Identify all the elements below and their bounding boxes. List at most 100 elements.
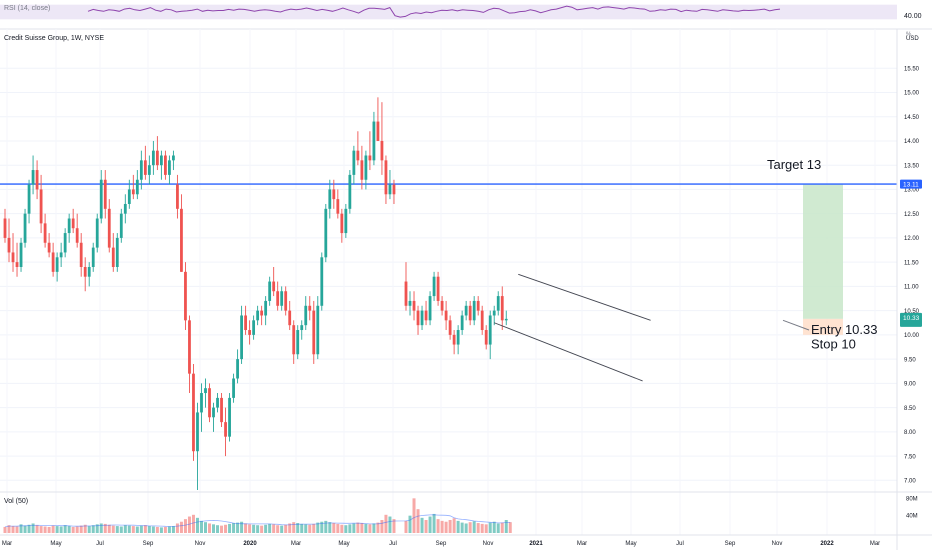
candle-body [388, 184, 392, 195]
candle-body [131, 189, 135, 195]
volume-bar [460, 522, 464, 533]
volume-bar [492, 521, 496, 533]
volume-bar [276, 525, 280, 533]
volume-bar [87, 526, 91, 533]
candle-body [184, 271, 187, 321]
time-axis[interactable]: Mar May Jul Sep Nov 2020 Mar May Jul Sep Nov 2021 Ma… [2, 541, 880, 547]
candle-body [15, 262, 19, 267]
volume-bar [256, 525, 260, 533]
candle-body [372, 121, 376, 161]
time-tick-label: May [625, 541, 636, 547]
volume-bar [127, 525, 131, 533]
time-tick-label: Nov [483, 541, 494, 547]
candle-body [252, 320, 256, 335]
price-tick-label: 8.00 [904, 430, 916, 436]
volume-bar [11, 526, 15, 533]
candle-body [232, 378, 235, 398]
candle-body [484, 330, 488, 345]
volume-bar [47, 526, 51, 533]
volume-bar [23, 525, 27, 533]
volume-bar [27, 524, 31, 533]
candle-body [164, 155, 167, 175]
volume-bar [220, 525, 224, 533]
candle-body [51, 252, 55, 272]
candle-body [336, 199, 340, 214]
candle-body [107, 208, 111, 248]
candle-body [71, 218, 75, 229]
volume-bar [348, 524, 352, 533]
volume-bar [456, 520, 460, 533]
price-axis[interactable]: USD % 15.50 15.00 14.50 14.00 13.50 13.00 12.5… [896, 29, 922, 550]
candle-body [480, 310, 484, 331]
volume-bar [364, 523, 368, 533]
price-tick-labels: 15.50 15.00 14.50 14.00 13.50 13.00 12.50 12.00… [904, 66, 920, 484]
candle-body [432, 276, 436, 297]
scale-mode-label[interactable]: % [906, 32, 912, 38]
level-price-badge [900, 179, 922, 189]
volume-bar [244, 523, 248, 533]
volume-bar [472, 521, 476, 533]
candle-body [180, 208, 183, 272]
volume-bar [508, 522, 512, 533]
channel-lines[interactable] [494, 273, 651, 382]
price-tick-label: 10.00 [904, 333, 920, 339]
candle-body [344, 208, 348, 234]
price-tick-label: 12.50 [904, 212, 920, 218]
volume-bar [288, 523, 292, 533]
price-tick-label: 12.00 [904, 236, 920, 242]
candle-body [172, 155, 175, 161]
channel-line [518, 273, 651, 321]
volume-bar [268, 523, 272, 533]
candle-body [83, 267, 87, 277]
candle-body [296, 330, 300, 355]
candle-body [151, 150, 155, 166]
candle-body [468, 305, 472, 321]
candle-body [143, 160, 147, 175]
volume-bar [123, 525, 127, 533]
candle-body [139, 160, 143, 180]
volume-bar [147, 526, 151, 533]
volume-bar [316, 522, 320, 533]
candle-body [364, 155, 368, 180]
volume-bar [43, 526, 47, 533]
candle-body [123, 203, 127, 214]
candle-body [248, 330, 252, 335]
time-tick-label: Mar [2, 541, 12, 547]
volume-bar [352, 523, 356, 533]
volume-bar [79, 525, 83, 533]
candle-body [260, 310, 264, 316]
volume-bar [504, 520, 508, 533]
candle-body [392, 184, 396, 195]
volume-pane[interactable]: Vol (50) 80M 40M [3, 496, 918, 533]
candle-body [320, 257, 324, 306]
volume-bar [212, 524, 216, 533]
price-pane[interactable]: Credit Suisse Group, 1W, NYSE Target 13 … [0, 35, 897, 490]
candle-body [35, 170, 39, 190]
candle-body [212, 407, 215, 418]
candle-body [91, 247, 95, 267]
volume-bar [308, 524, 312, 533]
volume-bar [380, 520, 384, 533]
volume-bar [480, 523, 484, 533]
candle-body [200, 393, 203, 413]
level-price-label: 13.11 [903, 181, 919, 188]
rsi-pane[interactable]: RSI (14, close) 40.00 [0, 4, 922, 20]
candle-body [412, 300, 416, 311]
volume-bar [195, 517, 199, 533]
volume-bar [356, 522, 360, 533]
price-tick-label: 13.50 [904, 163, 920, 169]
volume-bar [444, 521, 448, 533]
time-tick-label: Jul [96, 541, 104, 547]
price-tick-label: 11.00 [904, 285, 919, 291]
volume-bar [51, 525, 55, 533]
price-tick-label: 13.00 [904, 188, 920, 194]
candle-body [488, 315, 492, 345]
volume-bar [159, 527, 163, 533]
time-tick-label: 2022 [820, 541, 834, 547]
volume-bar [111, 525, 115, 533]
time-tick-label: 2021 [529, 541, 543, 547]
candle-body [360, 160, 364, 180]
candle-body [11, 252, 15, 263]
